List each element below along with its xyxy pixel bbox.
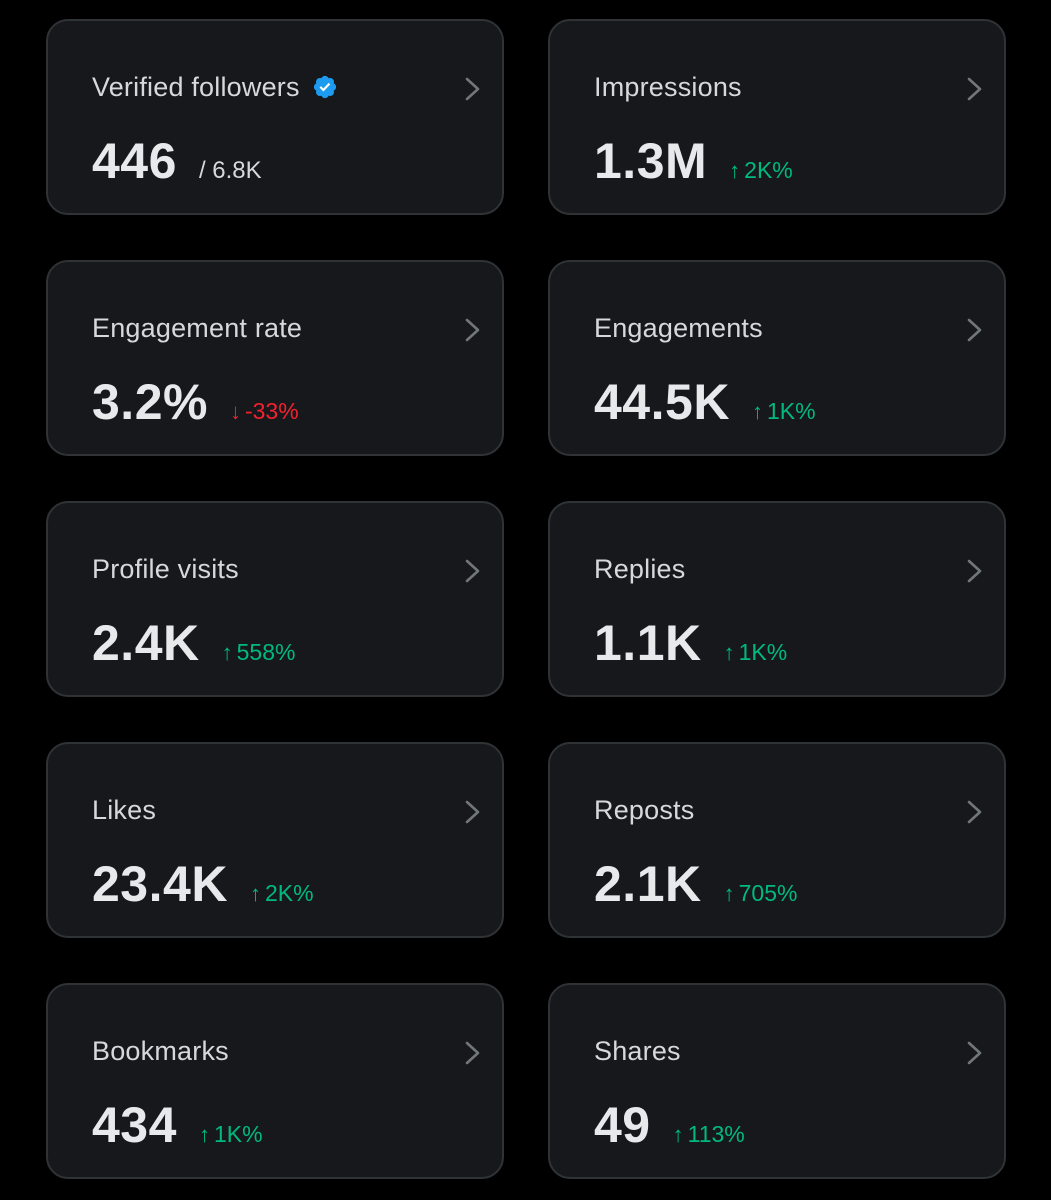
metric-label: Engagement rate: [92, 312, 303, 343]
arrow-up-icon: ↑: [672, 1122, 684, 1147]
metric-card-profile-visits[interactable]: Profile visits 2.4K ↑ 558%: [46, 501, 504, 697]
metric-card-likes[interactable]: Likes 23.4K ↑ 2K%: [46, 742, 504, 938]
metric-label: Likes: [92, 794, 157, 825]
metric-change-text: 1K%: [766, 398, 816, 424]
metric-card-replies[interactable]: Replies 1.1K ↑ 1K%: [548, 501, 1006, 697]
metric-change-text: 1K%: [213, 1121, 263, 1147]
metric-value: 44.5K: [594, 374, 730, 430]
metric-value: 3.2%: [92, 374, 208, 430]
metric-card-shares[interactable]: Shares 49 ↑ 113%: [548, 983, 1006, 1179]
metric-label: Bookmarks: [92, 1035, 229, 1066]
metric-change-text: 113%: [687, 1121, 745, 1147]
metric-change-text: 2K%: [744, 157, 793, 183]
metric-label: Verified followers: [92, 71, 300, 102]
chevron-right-icon: [465, 1041, 480, 1065]
metric-value-row: 1.1K ↑ 1K%: [594, 615, 787, 671]
metric-card-verified-followers[interactable]: Verified followers 446 / 6.8K: [46, 19, 504, 215]
chevron-right-icon: [967, 800, 982, 824]
arrow-up-icon: ↑: [221, 640, 233, 665]
metric-change: ↑ 558%: [222, 639, 296, 666]
arrow-up-icon: ↑: [751, 399, 763, 424]
metric-label-row: Verified followers: [92, 69, 338, 105]
metric-change: ↓ -33%: [230, 398, 299, 425]
metric-card-engagement-rate[interactable]: Engagement rate 3.2% ↓ -33%: [46, 260, 504, 456]
metric-value-row: 49 ↑ 113%: [594, 1097, 745, 1153]
metric-label-row: Bookmarks: [92, 1033, 229, 1069]
metric-label-row: Shares: [594, 1033, 681, 1069]
metric-change-text: 558%: [236, 639, 296, 665]
metric-value-row: 23.4K ↑ 2K%: [92, 856, 314, 912]
metric-value: 2.1K: [594, 856, 702, 912]
metric-value: 23.4K: [92, 856, 228, 912]
chevron-right-icon: [465, 559, 480, 583]
metrics-grid: Verified followers 446 / 6.8K Impression…: [46, 19, 1006, 1179]
metric-value-row: 2.1K ↑ 705%: [594, 856, 797, 912]
metric-label: Reposts: [594, 794, 695, 825]
metric-change: ↑ 1K%: [724, 639, 788, 666]
arrow-up-icon: ↑: [249, 881, 261, 906]
metric-label: Impressions: [594, 71, 742, 102]
chevron-right-icon: [465, 318, 480, 342]
metric-label-row: Engagements: [594, 310, 763, 346]
metric-change-text: -33%: [244, 398, 299, 424]
metric-value-row: 2.4K ↑ 558%: [92, 615, 295, 671]
chevron-right-icon: [967, 559, 982, 583]
metric-total: / 6.8K: [198, 157, 262, 184]
metric-card-reposts[interactable]: Reposts 2.1K ↑ 705%: [548, 742, 1006, 938]
metric-change: ↑ 2K%: [729, 157, 793, 184]
chevron-right-icon: [967, 1041, 982, 1065]
metric-value: 446: [92, 133, 177, 189]
metric-label: Replies: [594, 553, 686, 584]
metric-card-impressions[interactable]: Impressions 1.3M ↑ 2K%: [548, 19, 1006, 215]
metric-value-row: 1.3M ↑ 2K%: [594, 133, 793, 189]
chevron-right-icon: [465, 800, 480, 824]
metric-label-row: Replies: [594, 551, 685, 587]
chevron-right-icon: [967, 77, 982, 101]
metric-value: 1.3M: [594, 133, 708, 189]
verified-badge-icon: [313, 75, 336, 99]
metric-value: 2.4K: [92, 615, 200, 671]
metric-value: 49: [594, 1097, 651, 1153]
metric-value: 434: [92, 1097, 177, 1153]
metric-label-row: Profile visits: [92, 551, 239, 587]
metric-change-text: 705%: [738, 880, 798, 906]
metric-label: Engagements: [594, 312, 763, 343]
chevron-right-icon: [967, 318, 982, 342]
metric-change-text: 2K%: [264, 880, 314, 906]
metric-value-row: 44.5K ↑ 1K%: [594, 374, 816, 430]
metric-label: Shares: [594, 1035, 681, 1066]
metric-change: ↑ 705%: [724, 880, 798, 907]
metric-label-row: Engagement rate: [92, 310, 302, 346]
arrow-up-icon: ↑: [723, 881, 735, 906]
metric-change: ↑ 2K%: [250, 880, 314, 907]
arrow-up-icon: ↑: [729, 158, 741, 183]
metric-card-engagements[interactable]: Engagements 44.5K ↑ 1K%: [548, 260, 1006, 456]
metric-change: ↑ 113%: [673, 1121, 745, 1148]
arrow-down-icon: ↓: [229, 399, 241, 424]
metric-value-row: 446 / 6.8K: [92, 133, 262, 189]
chevron-right-icon: [465, 77, 480, 101]
metric-change: ↑ 1K%: [752, 398, 816, 425]
metric-value-row: 434 ↑ 1K%: [92, 1097, 263, 1153]
metric-label-row: Impressions: [594, 69, 742, 105]
arrow-up-icon: ↑: [723, 640, 735, 665]
metric-value-row: 3.2% ↓ -33%: [92, 374, 299, 430]
metric-label-row: Reposts: [594, 792, 694, 828]
metric-change-text: 1K%: [738, 639, 788, 665]
metric-change: ↑ 1K%: [199, 1121, 263, 1148]
arrow-up-icon: ↑: [198, 1122, 210, 1147]
metric-label-row: Likes: [92, 792, 156, 828]
metric-value: 1.1K: [594, 615, 702, 671]
metric-label: Profile visits: [92, 553, 239, 584]
metric-card-bookmarks[interactable]: Bookmarks 434 ↑ 1K%: [46, 983, 504, 1179]
